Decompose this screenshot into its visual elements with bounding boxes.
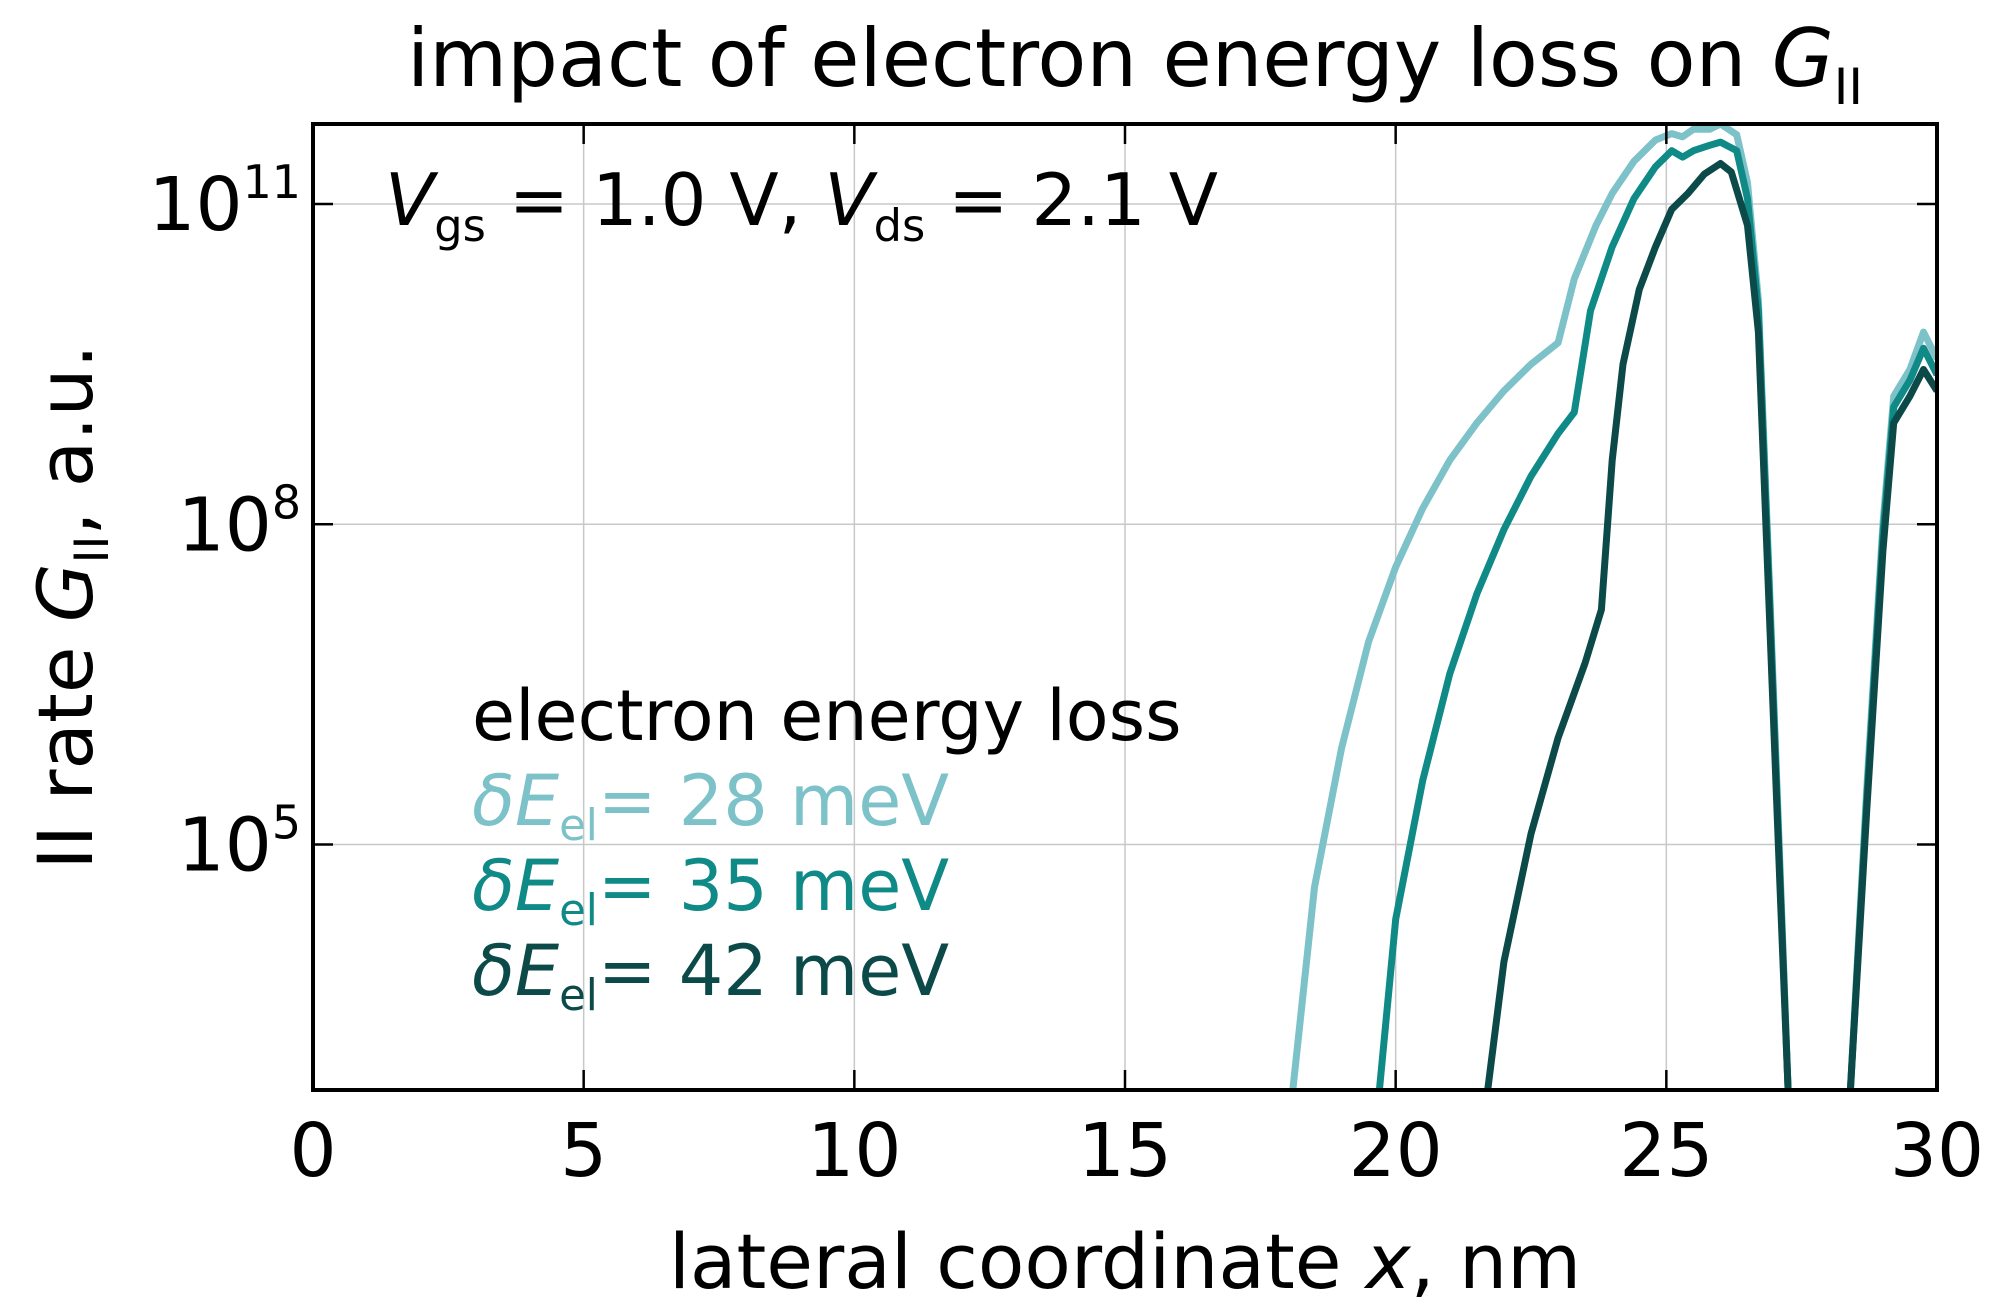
series-line-3-segment-1 xyxy=(1484,160,1792,1090)
legend-title: electron energy loss xyxy=(472,675,1182,757)
x-tick-label: 10 xyxy=(807,1108,901,1194)
y-tick-label: 108 xyxy=(178,475,301,568)
x-axis-label: lateral coordinate x, nm xyxy=(669,1217,1581,1306)
series-line-1-segment-1 xyxy=(1289,124,1792,1090)
y-axis-label: II rate GII, a.u. xyxy=(21,344,120,870)
x-tick-label: 5 xyxy=(560,1108,607,1194)
chart-title: impact of electron energy loss on GII xyxy=(407,12,1863,116)
grid xyxy=(313,124,1937,1090)
bias-annotation: Vgs = 1.0 V, Vds = 2.1 V xyxy=(385,158,1218,252)
legend-entry-28meV: δEel= 28 meV xyxy=(472,760,949,851)
series-line-3-segment-2 xyxy=(1846,366,1937,1090)
x-tick-label: 25 xyxy=(1619,1108,1713,1194)
x-tick-label: 15 xyxy=(1078,1108,1172,1194)
series-layer xyxy=(1289,124,1937,1090)
ticks: 0 5 10 15 20 25 30 105 108 1011 xyxy=(148,124,1984,1194)
series-line-2-segment-1 xyxy=(1375,138,1792,1090)
y-tick-label: 105 xyxy=(178,795,301,888)
legend-entry-35meV: δEel= 35 meV xyxy=(472,845,949,936)
legend-entry-42meV: δEel= 42 meV xyxy=(472,930,949,1021)
x-tick-label: 20 xyxy=(1349,1108,1443,1194)
x-tick-label: 30 xyxy=(1890,1108,1984,1194)
y-tick-label: 1011 xyxy=(148,155,301,248)
legend: electron energy loss δEel= 28 meV δEel= … xyxy=(472,675,1182,1021)
x-tick-label: 0 xyxy=(289,1108,336,1194)
